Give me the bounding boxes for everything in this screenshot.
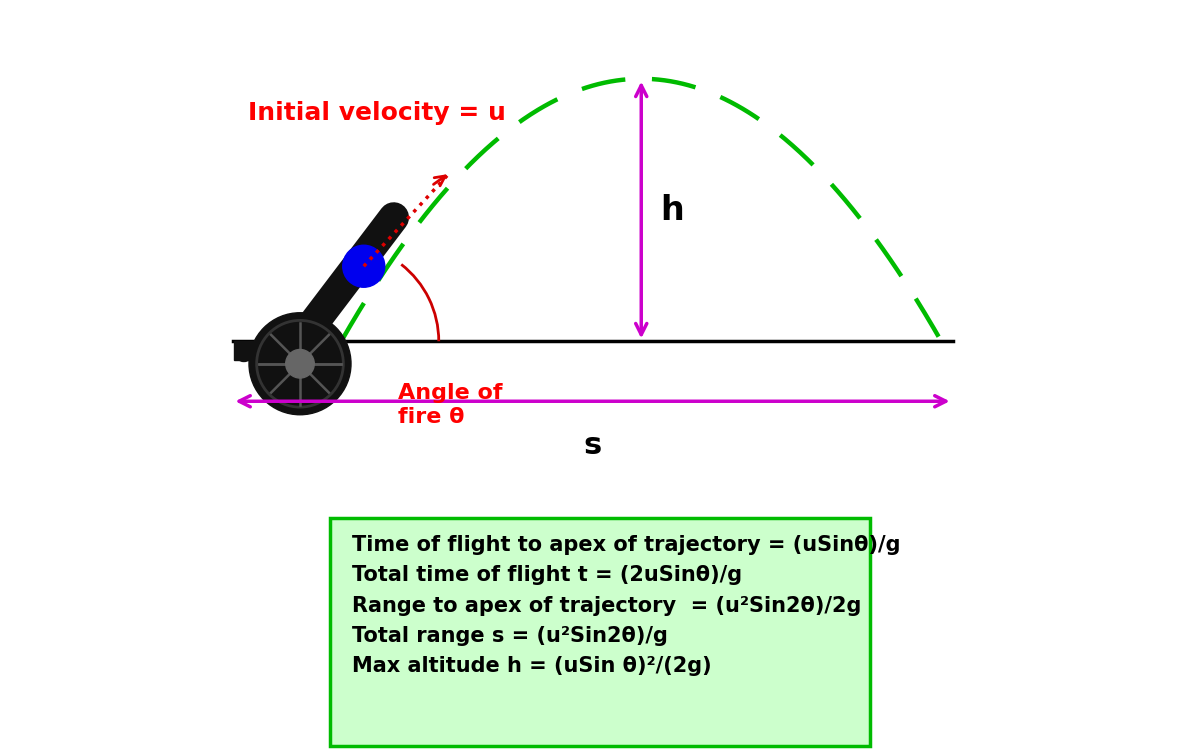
Text: s: s: [583, 431, 601, 460]
FancyBboxPatch shape: [330, 518, 870, 746]
Circle shape: [286, 350, 314, 378]
Text: h: h: [660, 194, 684, 226]
Polygon shape: [282, 336, 313, 369]
Bar: [234, 341, 346, 360]
Text: Time of flight to apex of trajectory = (uSinθ)/g
Total time of flight t = (2uSin: Time of flight to apex of trajectory = (…: [353, 535, 901, 676]
Text: Initial velocity = u: Initial velocity = u: [247, 101, 505, 125]
Text: Angle of
fire θ: Angle of fire θ: [397, 383, 502, 427]
Circle shape: [250, 313, 352, 415]
Circle shape: [235, 344, 253, 362]
Circle shape: [343, 245, 385, 287]
